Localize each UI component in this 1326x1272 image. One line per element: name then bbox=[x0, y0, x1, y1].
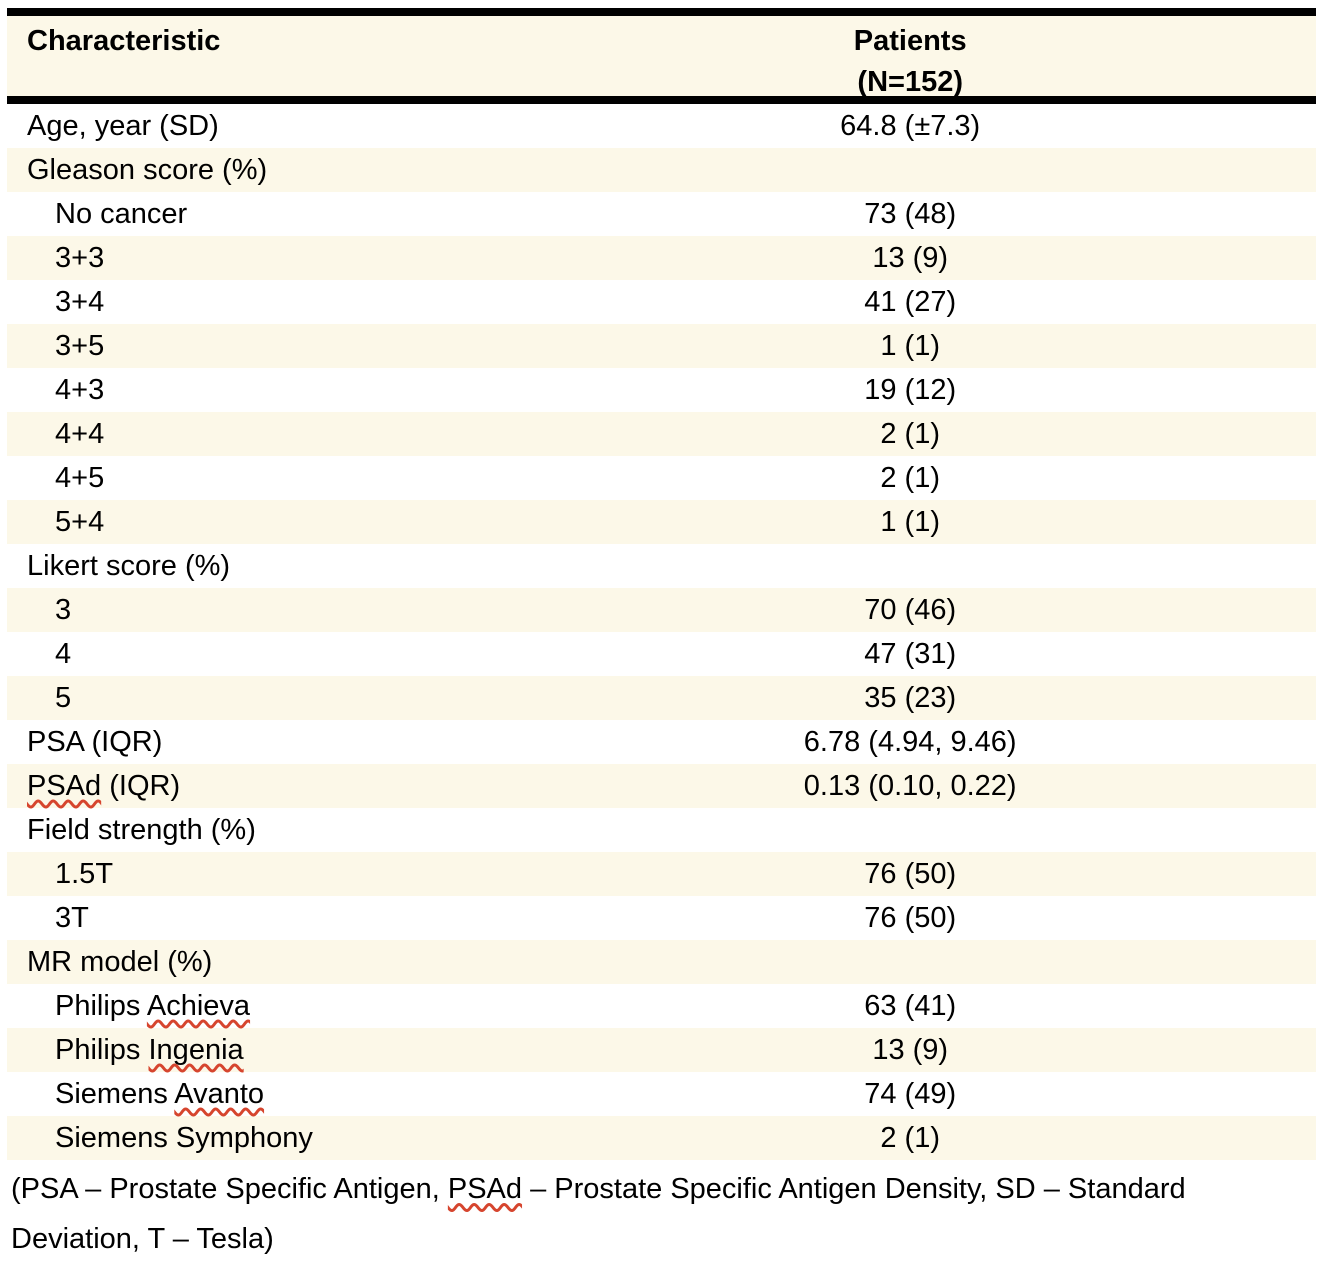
header-patients-line2: (N=152) bbox=[857, 66, 963, 98]
table-row: 3+5 1 (1) bbox=[7, 324, 1316, 368]
footnote-text: (PSA – Prostate Specific Antigen, bbox=[11, 1173, 448, 1205]
row-value: 70 (46) bbox=[864, 593, 957, 626]
row-label: Age, year (SD) bbox=[27, 109, 219, 142]
row-label: 4+4 bbox=[55, 417, 105, 450]
row-label: 3+5 bbox=[55, 329, 105, 362]
table-header-row: Characteristic Patients (N=152) bbox=[7, 16, 1316, 104]
table-row: Siemens Symphony 2 (1) bbox=[7, 1116, 1316, 1160]
misspelled-word: Achieva bbox=[146, 989, 251, 1022]
table-row: 3+3 13 (9) bbox=[7, 236, 1316, 280]
row-value: 2 (1) bbox=[880, 1121, 941, 1154]
table-row: 5+4 1 (1) bbox=[7, 500, 1316, 544]
table-row: Gleason score (%) bbox=[7, 148, 1316, 192]
row-value: 47 (31) bbox=[864, 637, 957, 670]
table-row: Age, year (SD) 64.8 (±7.3) bbox=[7, 104, 1316, 148]
table-row: 4+4 2 (1) bbox=[7, 412, 1316, 456]
footnote-text: Deviation, T – Tesla) bbox=[11, 1223, 274, 1255]
row-value: 74 (49) bbox=[864, 1077, 957, 1110]
footnote: (PSA – Prostate Specific Antigen, PSAd –… bbox=[11, 1164, 1316, 1264]
row-label: No cancer bbox=[55, 197, 188, 230]
row-label: 5+4 bbox=[55, 505, 105, 538]
table-row: MR model (%) bbox=[7, 940, 1316, 984]
row-label: 3+3 bbox=[55, 241, 105, 274]
row-value: 1 (1) bbox=[880, 505, 941, 538]
row-value: 73 (48) bbox=[864, 197, 957, 230]
row-label: Philips Ingenia bbox=[55, 1033, 244, 1066]
row-value: 0.13 (0.10, 0.22) bbox=[803, 769, 1017, 802]
header-patients-line1: Patients bbox=[853, 25, 967, 57]
row-label: 4 bbox=[55, 637, 72, 670]
row-label: 3T bbox=[55, 901, 89, 934]
table-row: PSAd (IQR) 0.13 (0.10, 0.22) bbox=[7, 764, 1316, 808]
table-row: No cancer 73 (48) bbox=[7, 192, 1316, 236]
table-body: Age, year (SD) 64.8 (±7.3) Gleason score (… bbox=[7, 104, 1316, 1160]
table-row: 4+3 19 (12) bbox=[7, 368, 1316, 412]
row-value: 6.78 (4.94, 9.46) bbox=[803, 725, 1017, 758]
row-label: Gleason score (%) bbox=[27, 153, 268, 186]
row-label: 4+5 bbox=[55, 461, 105, 494]
misspelled-word: Avanto bbox=[174, 1077, 265, 1110]
row-value: 63 (41) bbox=[864, 989, 957, 1022]
row-value: 64.8 (±7.3) bbox=[840, 109, 981, 142]
misspelled-word: PSAd bbox=[447, 1173, 523, 1205]
misspelled-word: Ingenia bbox=[148, 1033, 244, 1066]
row-label: Siemens Avanto bbox=[55, 1077, 265, 1110]
table-row: 3+4 41 (27) bbox=[7, 280, 1316, 324]
row-label: PSA (IQR) bbox=[27, 725, 163, 758]
table-row: 3 70 (46) bbox=[7, 588, 1316, 632]
misspelled-word: PSAd bbox=[27, 769, 102, 802]
row-label: 3+4 bbox=[55, 285, 105, 318]
table-row: 4 47 (31) bbox=[7, 632, 1316, 676]
row-label: MR model (%) bbox=[27, 945, 213, 978]
table-row: Field strength (%) bbox=[7, 808, 1316, 852]
table-row: PSA (IQR) 6.78 (4.94, 9.46) bbox=[7, 720, 1316, 764]
row-label: 3 bbox=[55, 593, 72, 626]
table-row: 5 35 (23) bbox=[7, 676, 1316, 720]
row-label: 1.5T bbox=[55, 857, 114, 890]
row-value: 1 (1) bbox=[880, 329, 941, 362]
table-row: 4+5 2 (1) bbox=[7, 456, 1316, 500]
row-value: 13 (9) bbox=[872, 1033, 949, 1066]
table-row: 1.5T 76 (50) bbox=[7, 852, 1316, 896]
row-value: 19 (12) bbox=[864, 373, 957, 406]
patient-characteristics-table: Characteristic Patients (N=152) Age, yea… bbox=[7, 8, 1316, 1160]
footnote-line: Deviation, T – Tesla) bbox=[11, 1214, 1316, 1264]
row-value: 2 (1) bbox=[880, 461, 941, 494]
header-patients: Patients (N=152) bbox=[504, 16, 1316, 98]
row-label: Likert score (%) bbox=[27, 549, 231, 582]
row-label: 5 bbox=[55, 681, 72, 714]
row-label: 4+3 bbox=[55, 373, 105, 406]
footnote-line: (PSA – Prostate Specific Antigen, PSAd –… bbox=[11, 1164, 1316, 1214]
table-row: 3T 76 (50) bbox=[7, 896, 1316, 940]
table-row: Likert score (%) bbox=[7, 544, 1316, 588]
row-label: PSAd (IQR) bbox=[27, 769, 181, 802]
footnote-text: – Prostate Specific Antigen Density, SD … bbox=[522, 1173, 1186, 1205]
row-value: 76 (50) bbox=[864, 901, 957, 934]
table-row: Philips Achieva 63 (41) bbox=[7, 984, 1316, 1028]
row-value: 35 (23) bbox=[864, 681, 957, 714]
table-row: Siemens Avanto 74 (49) bbox=[7, 1072, 1316, 1116]
row-value: 41 (27) bbox=[864, 285, 957, 318]
row-label: Siemens Symphony bbox=[55, 1121, 313, 1154]
row-label: Field strength (%) bbox=[27, 813, 256, 846]
row-value: 13 (9) bbox=[872, 241, 949, 274]
header-characteristic: Characteristic bbox=[27, 25, 221, 57]
row-label: Philips Achieva bbox=[55, 989, 251, 1022]
row-value: 76 (50) bbox=[864, 857, 957, 890]
table-row: Philips Ingenia 13 (9) bbox=[7, 1028, 1316, 1072]
row-value: 2 (1) bbox=[880, 417, 941, 450]
